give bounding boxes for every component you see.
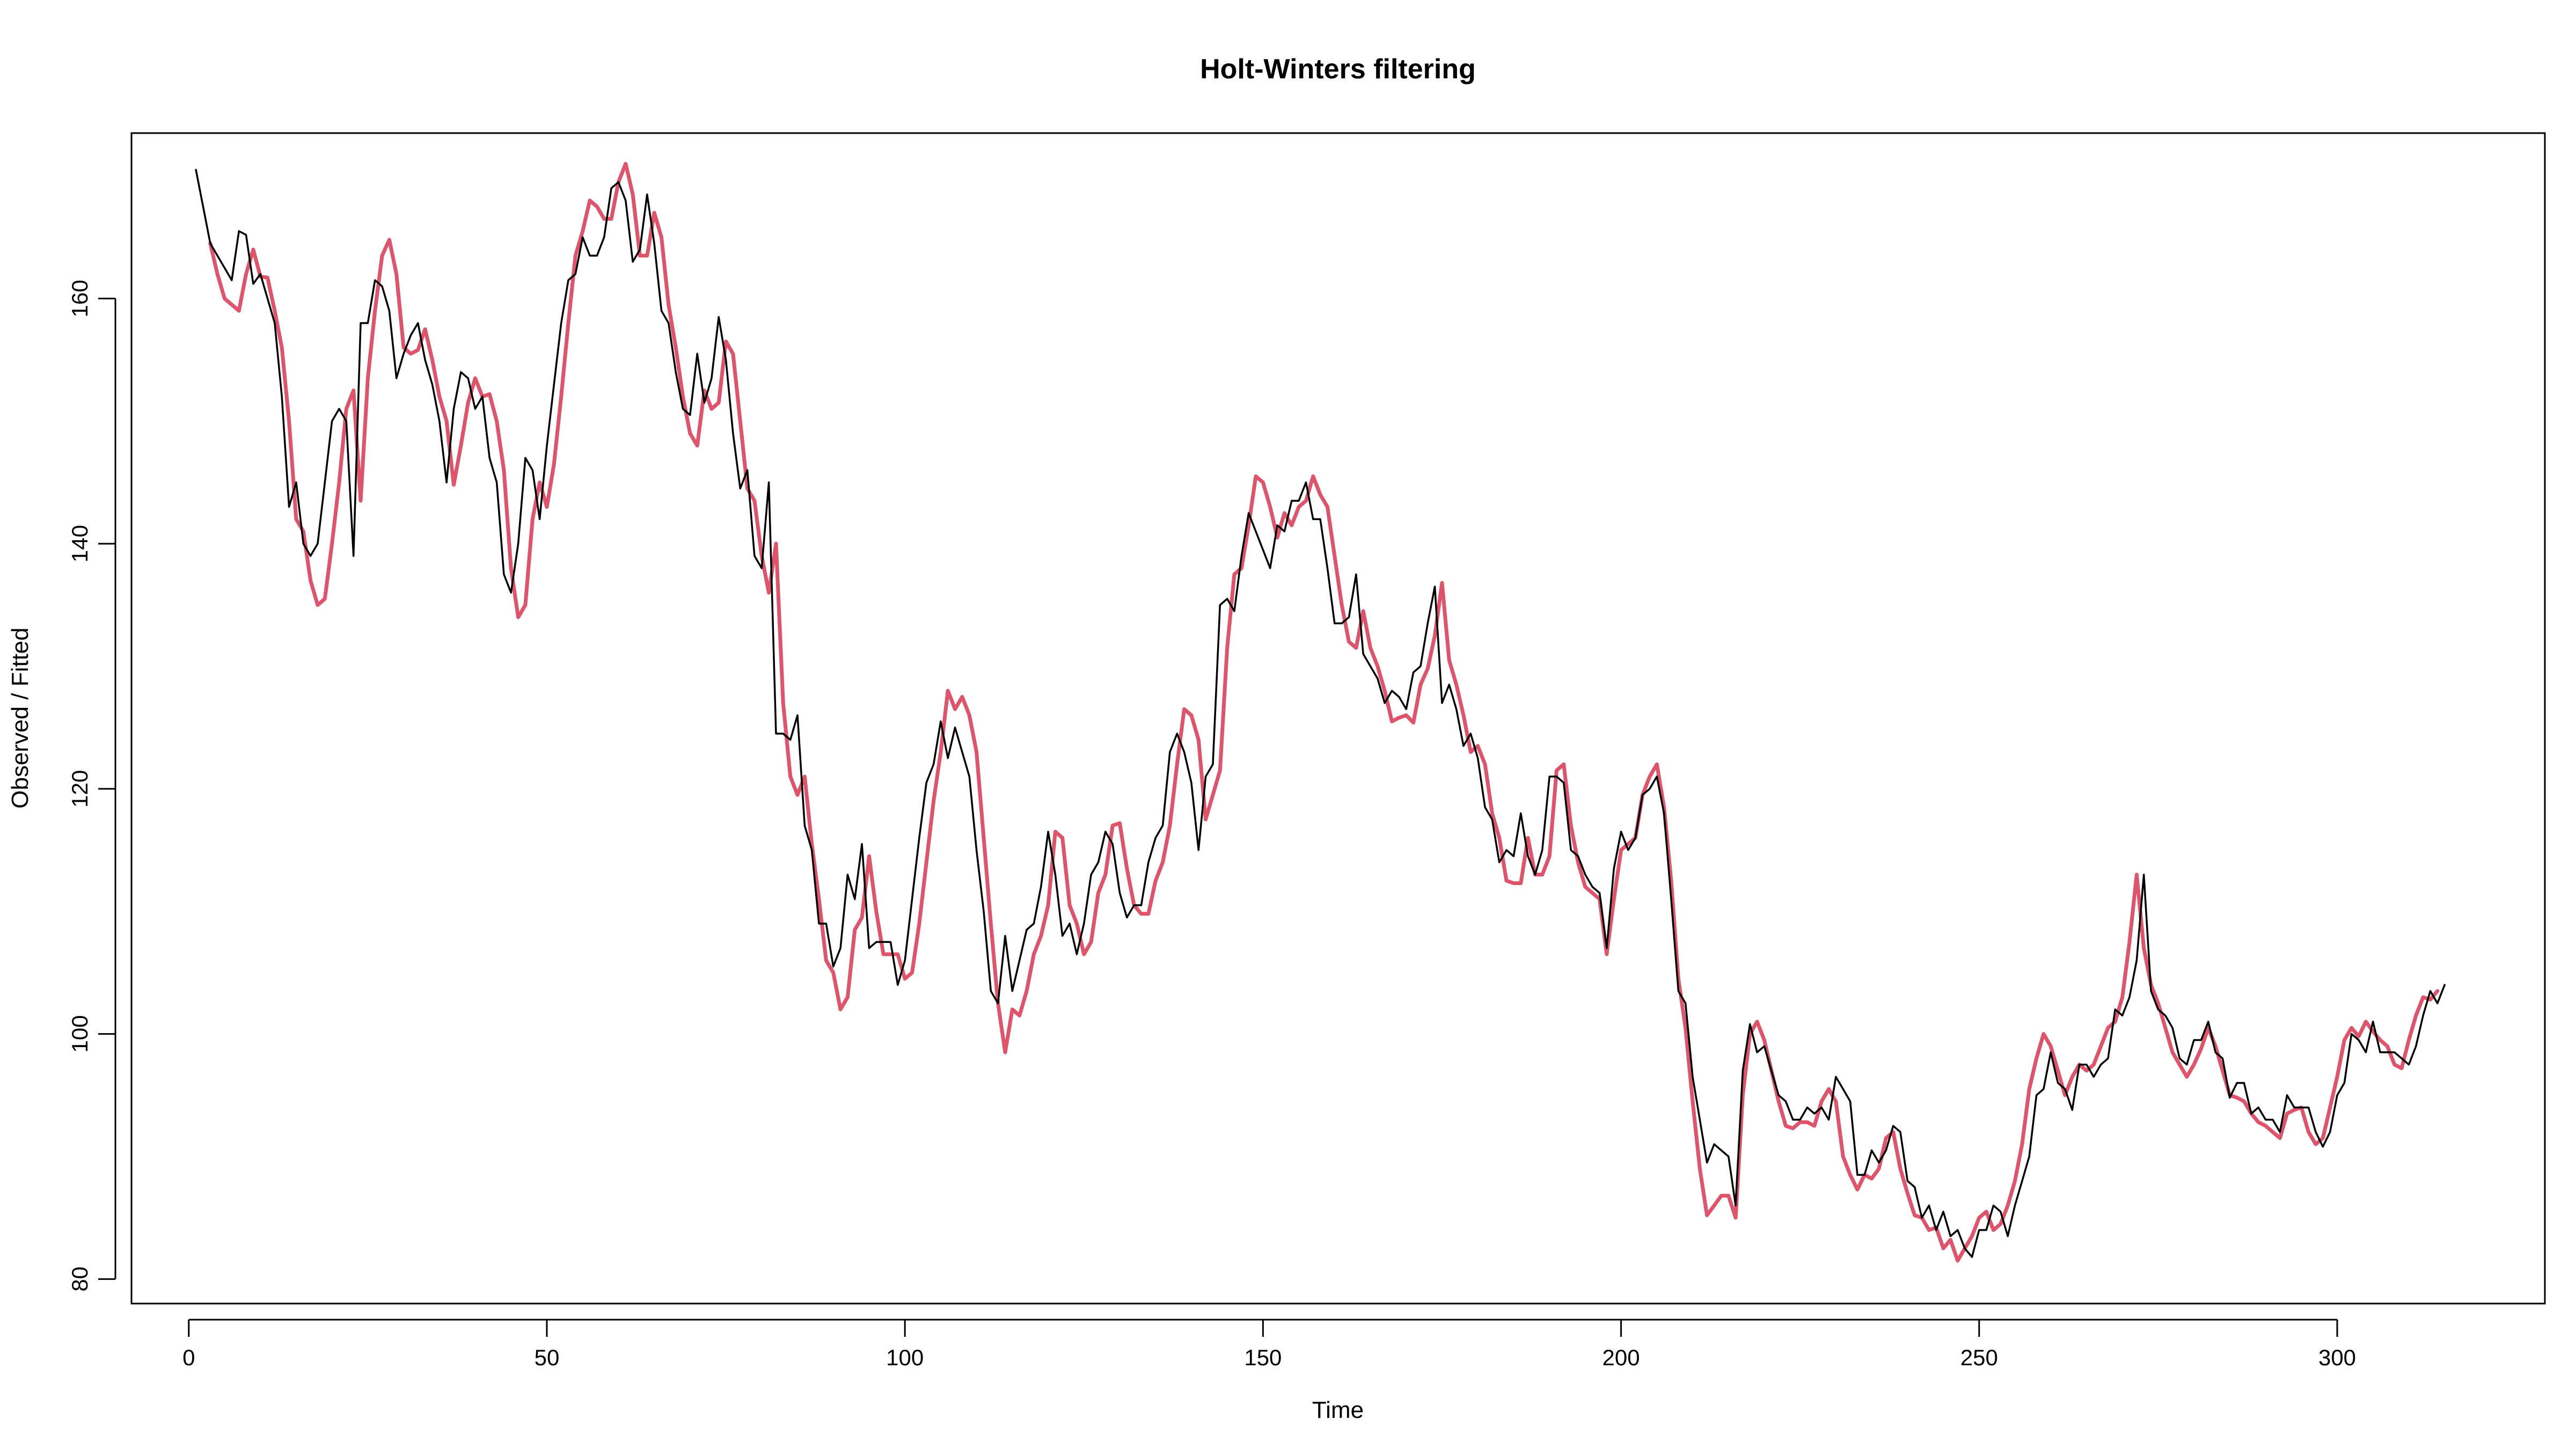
y-tick-label: 120 [67,770,92,808]
x-tick-label: 50 [535,1345,560,1370]
y-tick-label: 140 [67,525,92,562]
y-axis-label: Observed / Fitted [7,627,33,808]
y-tick-label: 100 [67,1015,92,1053]
y-tick-label: 80 [67,1267,92,1292]
plot-frame [130,132,2546,1305]
x-tick-label: 100 [886,1345,924,1370]
observed-series-line [195,169,2446,1258]
x-tick-label: 250 [1960,1345,1998,1370]
y-tick-label: 160 [67,280,92,317]
x-tick-label: 0 [182,1345,195,1370]
data-series [195,162,2446,1263]
x-tick-label: 200 [1602,1345,1640,1370]
x-tick-label: 300 [2318,1345,2356,1370]
chart-title: Holt-Winters filtering [1200,54,1476,85]
x-tick-label: 150 [1244,1345,1282,1370]
axis-ticks: 0 50 100 150 200 250 300 80 100 120 140 160 [67,280,2356,1370]
x-axis-label: Time [1312,1397,1364,1423]
